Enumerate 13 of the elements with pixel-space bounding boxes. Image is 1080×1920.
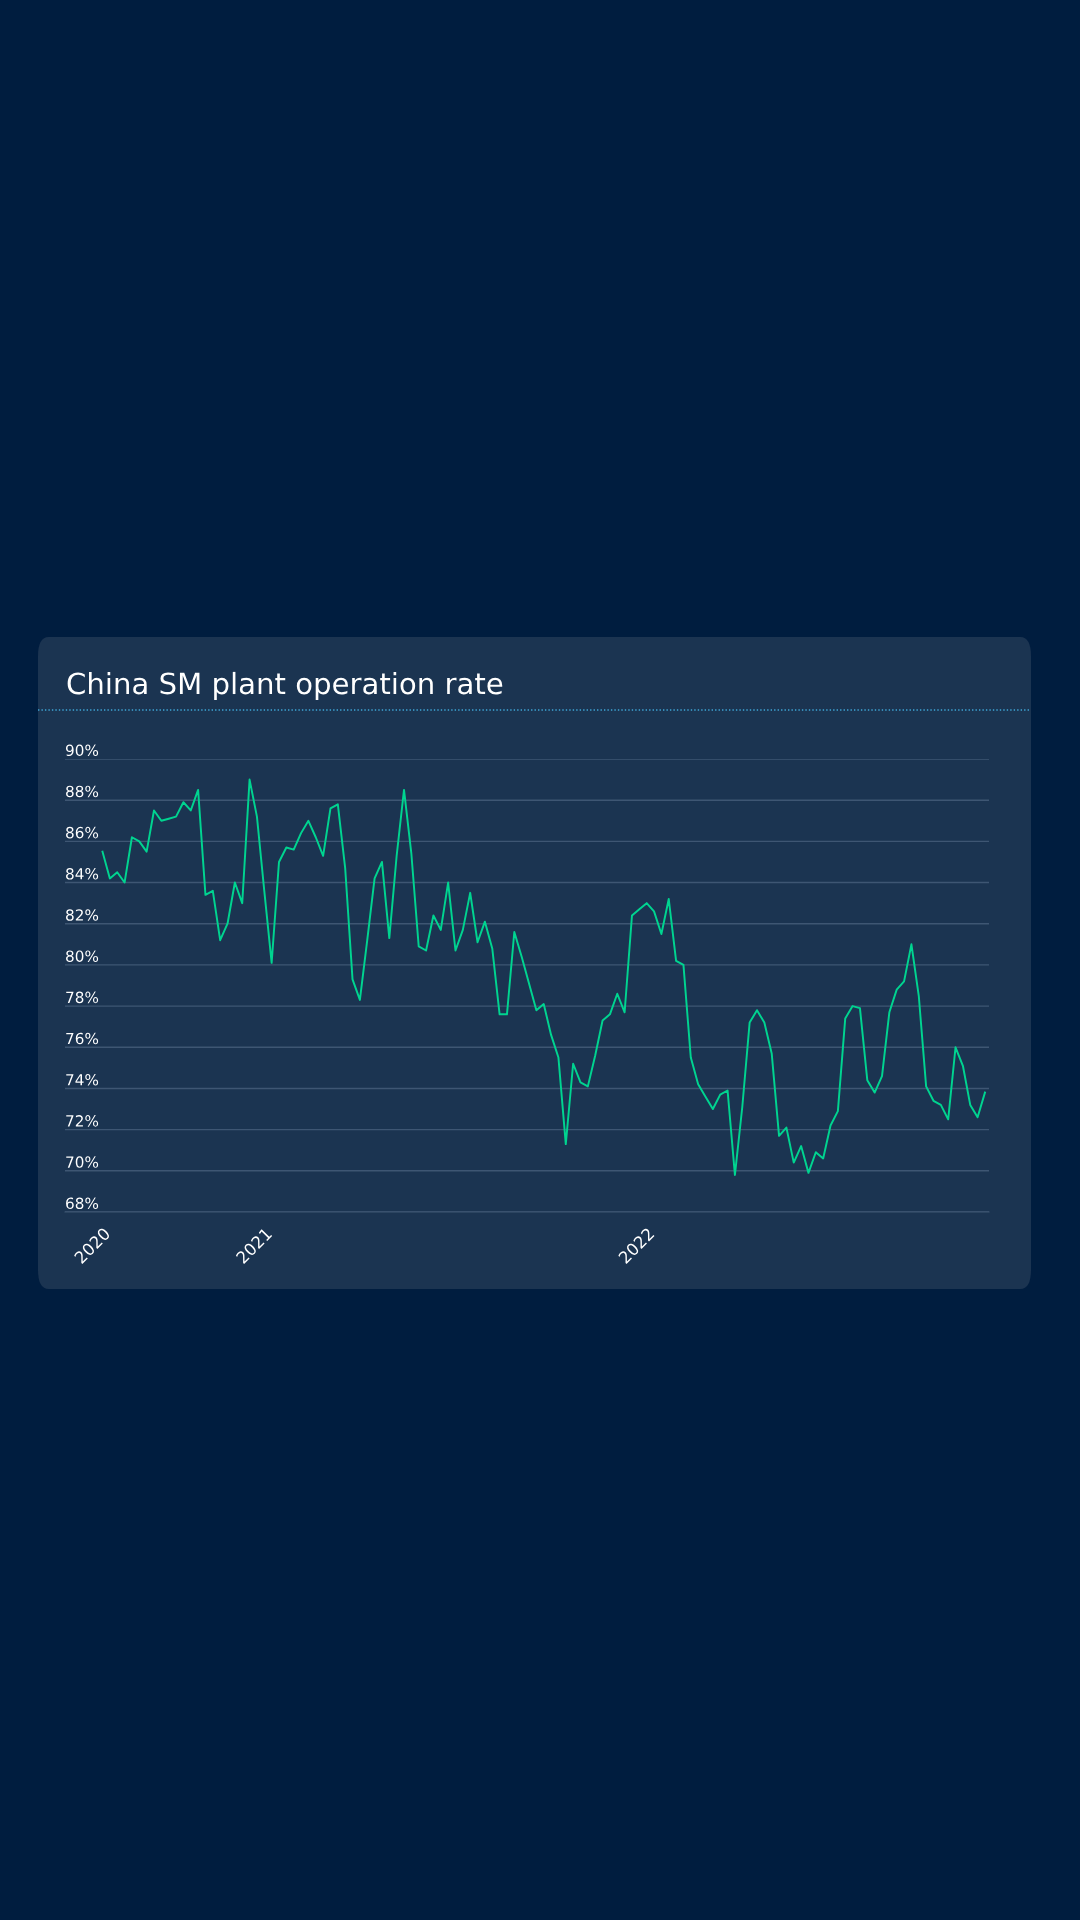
y-tick-label: 82% [66,909,99,921]
y-tick-label: 72% [66,1115,99,1127]
y-tick-label: 74% [66,1073,99,1086]
y-tick-label: 70% [66,1156,99,1168]
y-tick-label: 88% [66,785,99,798]
y-tick-label: 90% [65,744,99,757]
chart-title: China SM plant operation rate [67,671,503,701]
y-tick-label: 80% [66,950,99,962]
y-tick-label: 84% [66,868,99,880]
y-tick-label: 76% [66,1032,99,1045]
y-tick-label: 78% [66,991,99,1004]
y-tick-label: 68% [66,1197,99,1210]
y-tick-label: 86% [66,826,99,839]
